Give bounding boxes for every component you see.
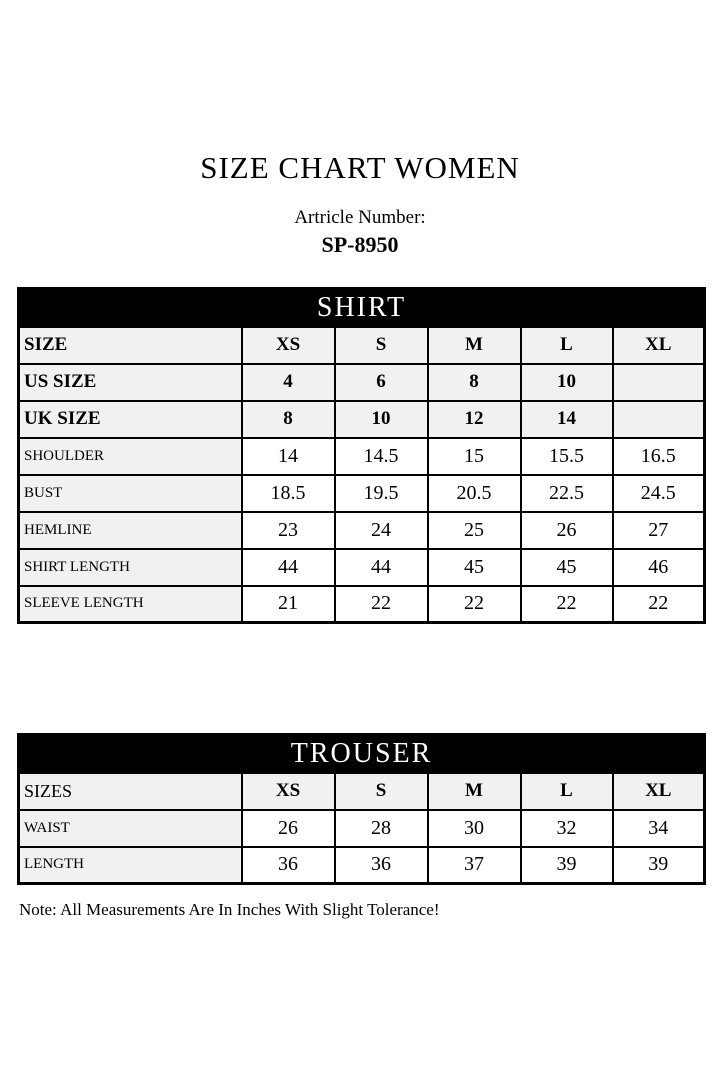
row-label: UK SIZE <box>17 399 243 439</box>
trouser-table-title: TROUSER <box>16 733 707 774</box>
value-cell: 8 <box>240 399 336 439</box>
page-title: SIZE CHART WOMEN <box>200 150 520 185</box>
shirt-size-table: SHIRT SIZE XS S M L XL US SIZE 4 6 8 10 UK SIZE 8 10 12… <box>17 287 706 624</box>
table-row: LENGTH 36 36 37 39 39 <box>17 845 706 885</box>
table-title-row: TROUSER <box>16 733 707 774</box>
table-row: SHIRT LENGTH 44 44 45 45 46 <box>17 547 706 587</box>
value-cell: M <box>426 771 522 811</box>
value-cell: 22 <box>426 584 522 624</box>
trouser-size-table: TROUSER SIZES XS S M L XL WAIST 26 28 30 32 34 LENGTH… <box>16 733 707 885</box>
row-label: SIZE <box>17 325 243 365</box>
value-cell: 14 <box>240 436 336 476</box>
value-cell: 39 <box>611 845 706 885</box>
value-cell: 44 <box>240 547 336 587</box>
value-cell: 8 <box>426 362 522 402</box>
value-cell: 22.5 <box>519 473 614 513</box>
value-cell: 15 <box>426 436 522 476</box>
value-cell: XS <box>240 325 336 365</box>
value-cell: 27 <box>611 510 706 550</box>
value-cell: 39 <box>519 845 614 885</box>
value-cell: 21 <box>240 584 336 624</box>
value-cell: 6 <box>333 362 429 402</box>
value-cell: 44 <box>333 547 429 587</box>
value-cell: 12 <box>426 399 522 439</box>
value-cell: 36 <box>333 845 429 885</box>
row-label: SIZES <box>17 771 243 811</box>
value-cell <box>611 362 706 402</box>
value-cell: S <box>333 325 429 365</box>
value-cell: 16.5 <box>611 436 706 476</box>
value-cell: 10 <box>519 362 614 402</box>
value-cell: S <box>333 771 429 811</box>
value-cell: 37 <box>426 845 522 885</box>
row-label: WAIST <box>17 808 243 848</box>
value-cell: 10 <box>333 399 429 439</box>
table-row: HEMLINE 23 24 25 26 27 <box>17 510 706 550</box>
value-cell: 14.5 <box>333 436 429 476</box>
value-cell: 20.5 <box>426 473 522 513</box>
value-cell: 32 <box>519 808 614 848</box>
value-cell: 18.5 <box>240 473 336 513</box>
value-cell: 34 <box>611 808 706 848</box>
value-cell: XS <box>240 771 336 811</box>
row-label: SHOULDER <box>17 436 243 476</box>
measurement-note: Note: All Measurements Are In Inches Wit… <box>19 900 440 919</box>
row-label: SHIRT LENGTH <box>17 547 243 587</box>
table-row: US SIZE 4 6 8 10 <box>17 362 706 402</box>
article-number-value: SP-8950 <box>321 232 399 257</box>
value-cell: 25 <box>426 510 522 550</box>
value-cell: 26 <box>519 510 614 550</box>
value-cell: XL <box>611 771 706 811</box>
value-cell: 46 <box>611 547 706 587</box>
value-cell: 23 <box>240 510 336 550</box>
value-cell: 19.5 <box>333 473 429 513</box>
table-row: WAIST 26 28 30 32 34 <box>17 808 706 848</box>
value-cell <box>611 399 706 439</box>
table-row: SIZE XS S M L XL <box>17 325 706 365</box>
value-cell: 28 <box>333 808 429 848</box>
value-cell: 14 <box>519 399 614 439</box>
row-label: LENGTH <box>17 845 243 885</box>
value-cell: 4 <box>240 362 336 402</box>
value-cell: 26 <box>240 808 336 848</box>
value-cell: 45 <box>519 547 614 587</box>
table-row: SHOULDER 14 14.5 15 15.5 16.5 <box>17 436 706 476</box>
value-cell: XL <box>611 325 706 365</box>
value-cell: 22 <box>333 584 429 624</box>
article-number-label: Artricle Number: <box>294 207 426 228</box>
table-row: SIZES XS S M L XL <box>17 771 706 811</box>
row-label: US SIZE <box>17 362 243 402</box>
value-cell: M <box>426 325 522 365</box>
table-row: UK SIZE 8 10 12 14 <box>17 399 706 439</box>
value-cell: 45 <box>426 547 522 587</box>
value-cell: 15.5 <box>519 436 614 476</box>
value-cell: 22 <box>611 584 706 624</box>
table-row: SLEEVE LENGTH 21 22 22 22 22 <box>17 584 706 624</box>
value-cell: 30 <box>426 808 522 848</box>
value-cell: 36 <box>240 845 336 885</box>
value-cell: L <box>519 771 614 811</box>
row-label: BUST <box>17 473 243 513</box>
value-cell: 22 <box>519 584 614 624</box>
value-cell: L <box>519 325 614 365</box>
shirt-table-title: SHIRT <box>17 287 706 328</box>
row-label: HEMLINE <box>17 510 243 550</box>
row-label: SLEEVE LENGTH <box>17 584 243 624</box>
table-row: BUST 18.5 19.5 20.5 22.5 24.5 <box>17 473 706 513</box>
value-cell: 24 <box>333 510 429 550</box>
table-title-row: SHIRT <box>17 287 706 328</box>
value-cell: 24.5 <box>611 473 706 513</box>
